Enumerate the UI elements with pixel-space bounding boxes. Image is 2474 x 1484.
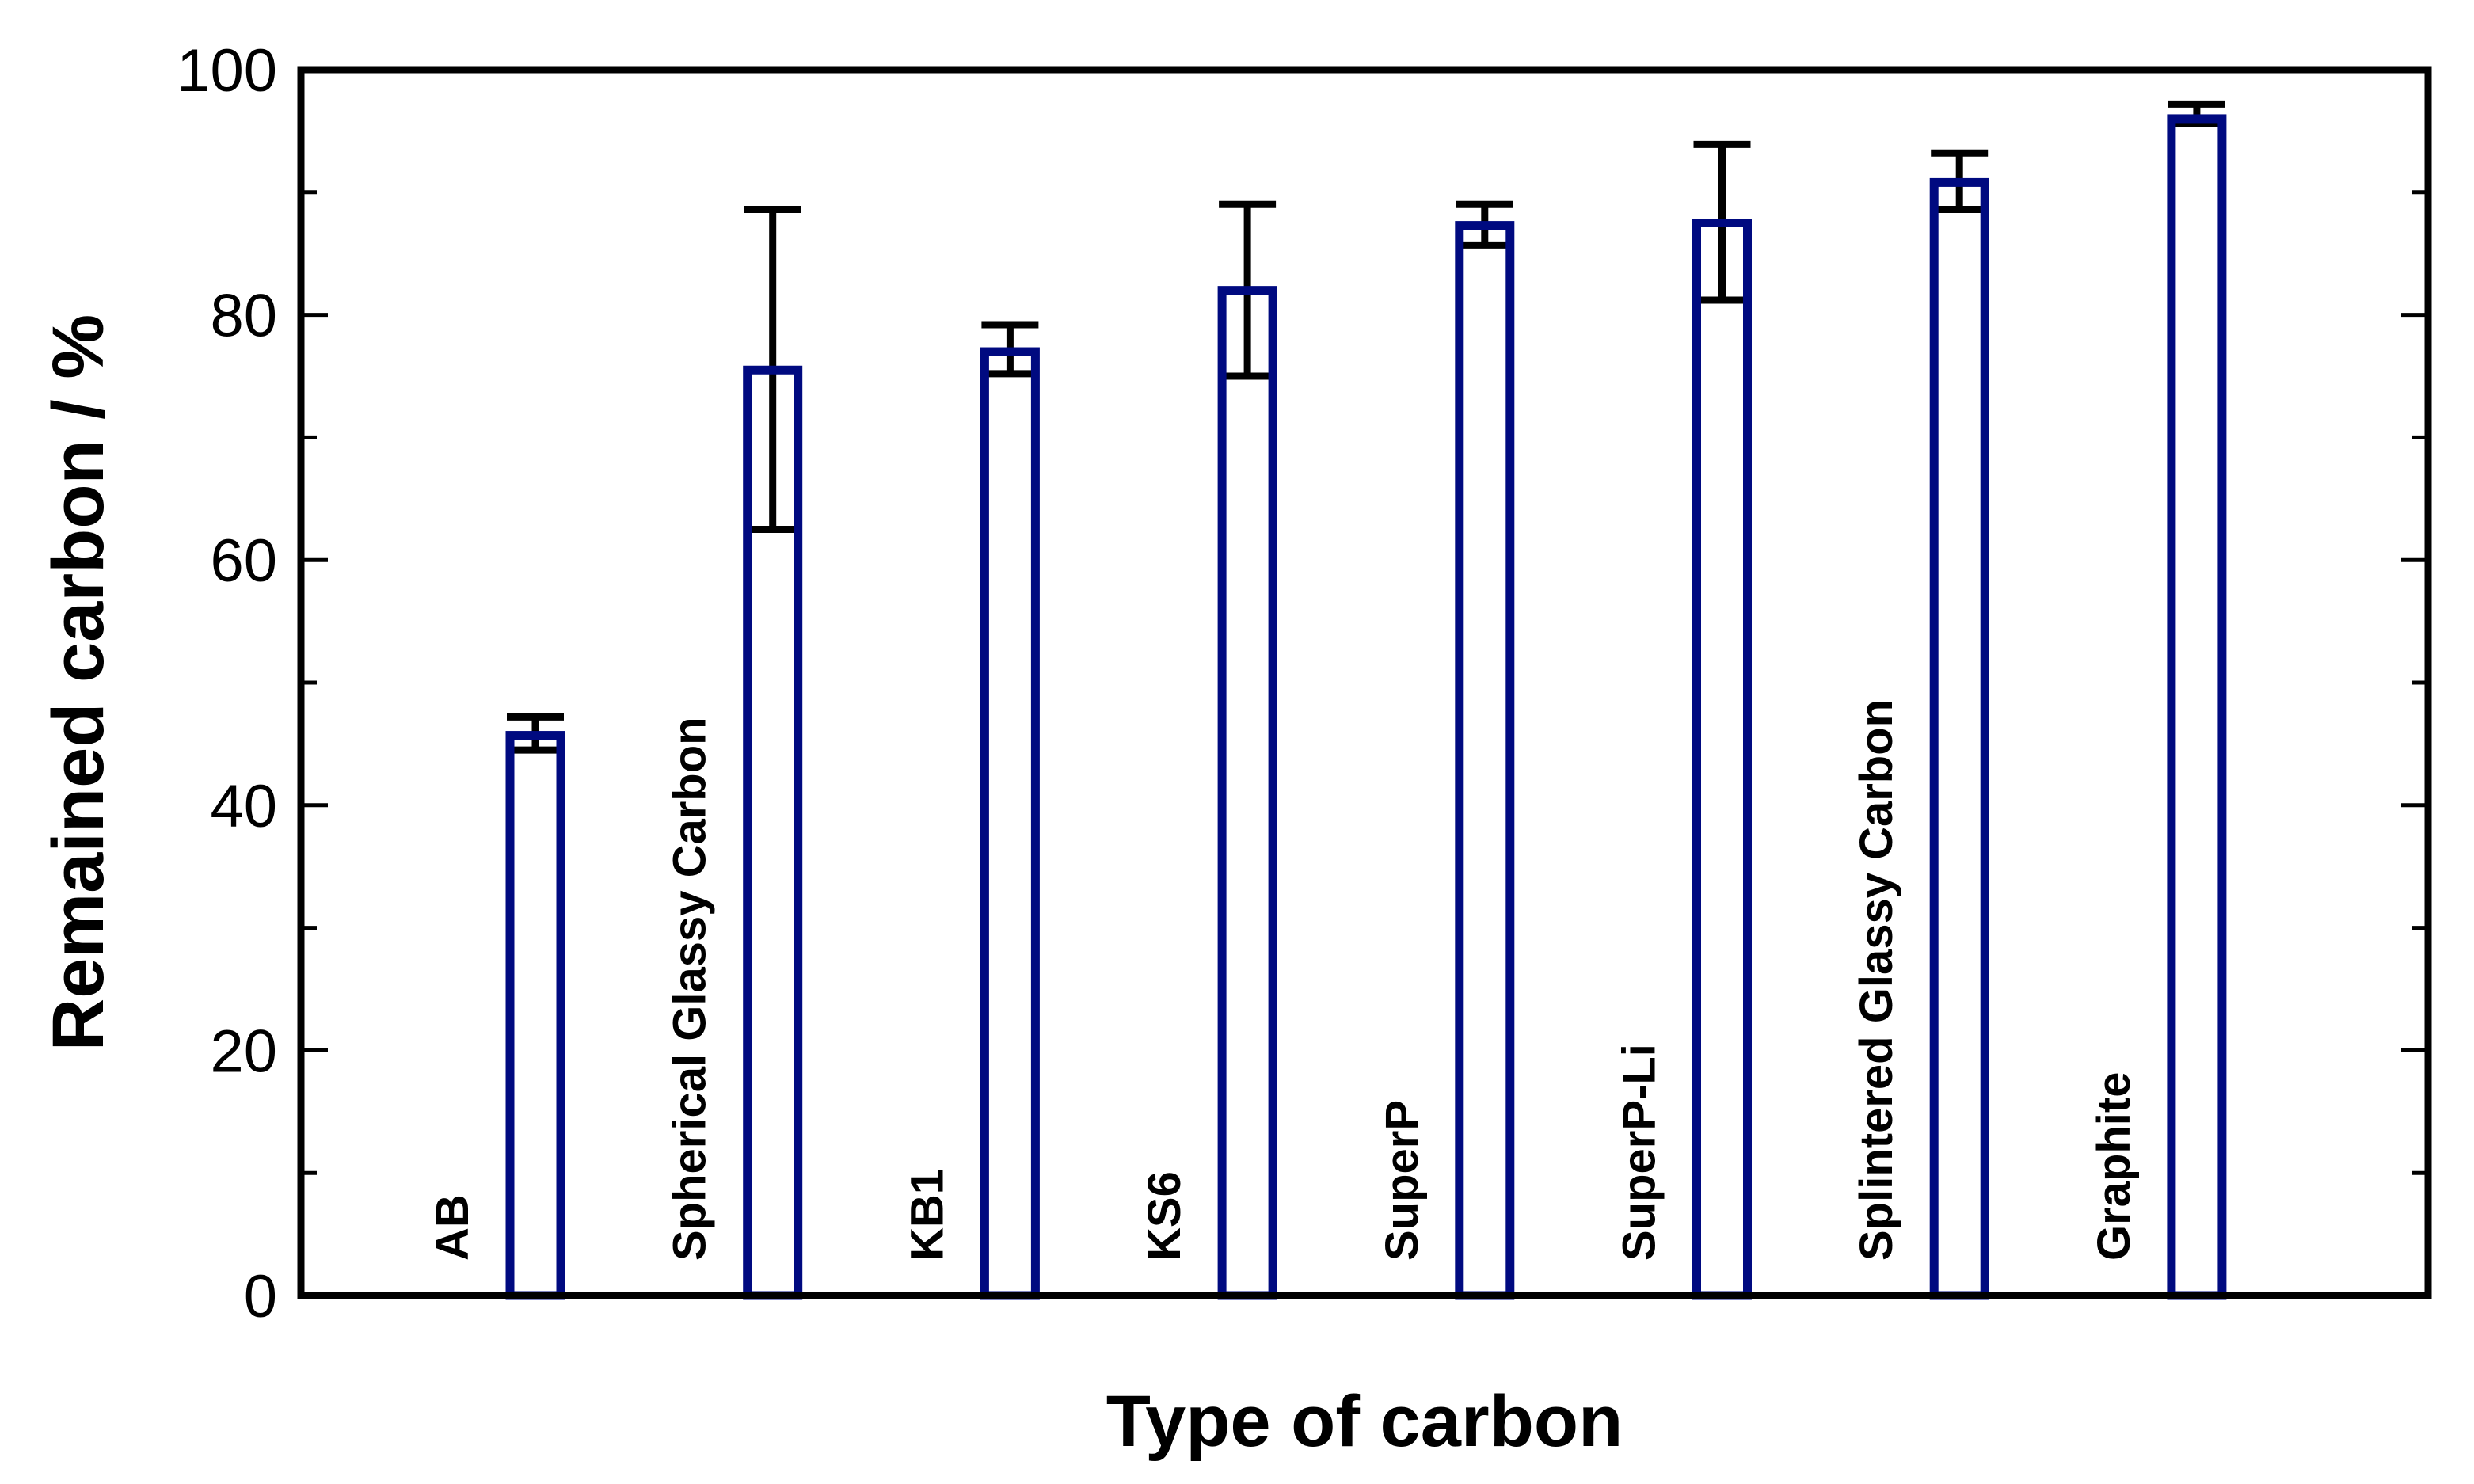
y-tick-label: 60	[210, 527, 277, 595]
category-label: Splintered Glassy Carbon	[1851, 699, 1902, 1261]
category-label: SuperP	[1376, 1100, 1428, 1261]
y-axis-ticks: 0 20 40 60 80 100	[177, 37, 2428, 1330]
category-label: Graphite	[2088, 1072, 2140, 1261]
category-label: Spherical Glassy Carbon	[664, 717, 716, 1261]
category-label: SuperP-Li	[1614, 1044, 1665, 1261]
y-tick-label: 100	[177, 37, 277, 105]
bar	[1692, 219, 1752, 1300]
bar	[1217, 286, 1277, 1300]
category-label: KS6	[1139, 1171, 1190, 1261]
y-tick-label: 80	[210, 283, 277, 350]
bar	[1929, 177, 1989, 1300]
y-axis-title: Remained carbon / %	[38, 314, 119, 1051]
bars	[505, 114, 2227, 1300]
y-tick-label: 40	[210, 773, 277, 840]
category-label: KB1	[901, 1169, 953, 1261]
x-axis-title: Type of carbon	[1106, 1381, 1623, 1462]
category-label: AB	[427, 1194, 478, 1261]
y-tick-label: 20	[210, 1018, 277, 1085]
error-bars	[507, 100, 2225, 754]
category-labels: AB Spherical Glassy Carbon KB1 KS6 SuperP Sup…	[427, 699, 2140, 1261]
bar	[505, 731, 565, 1300]
bar	[2167, 114, 2227, 1300]
plot-frame	[297, 66, 2432, 1299]
bar	[1455, 221, 1515, 1300]
y-tick-label: 0	[244, 1263, 277, 1330]
bar	[980, 347, 1040, 1300]
